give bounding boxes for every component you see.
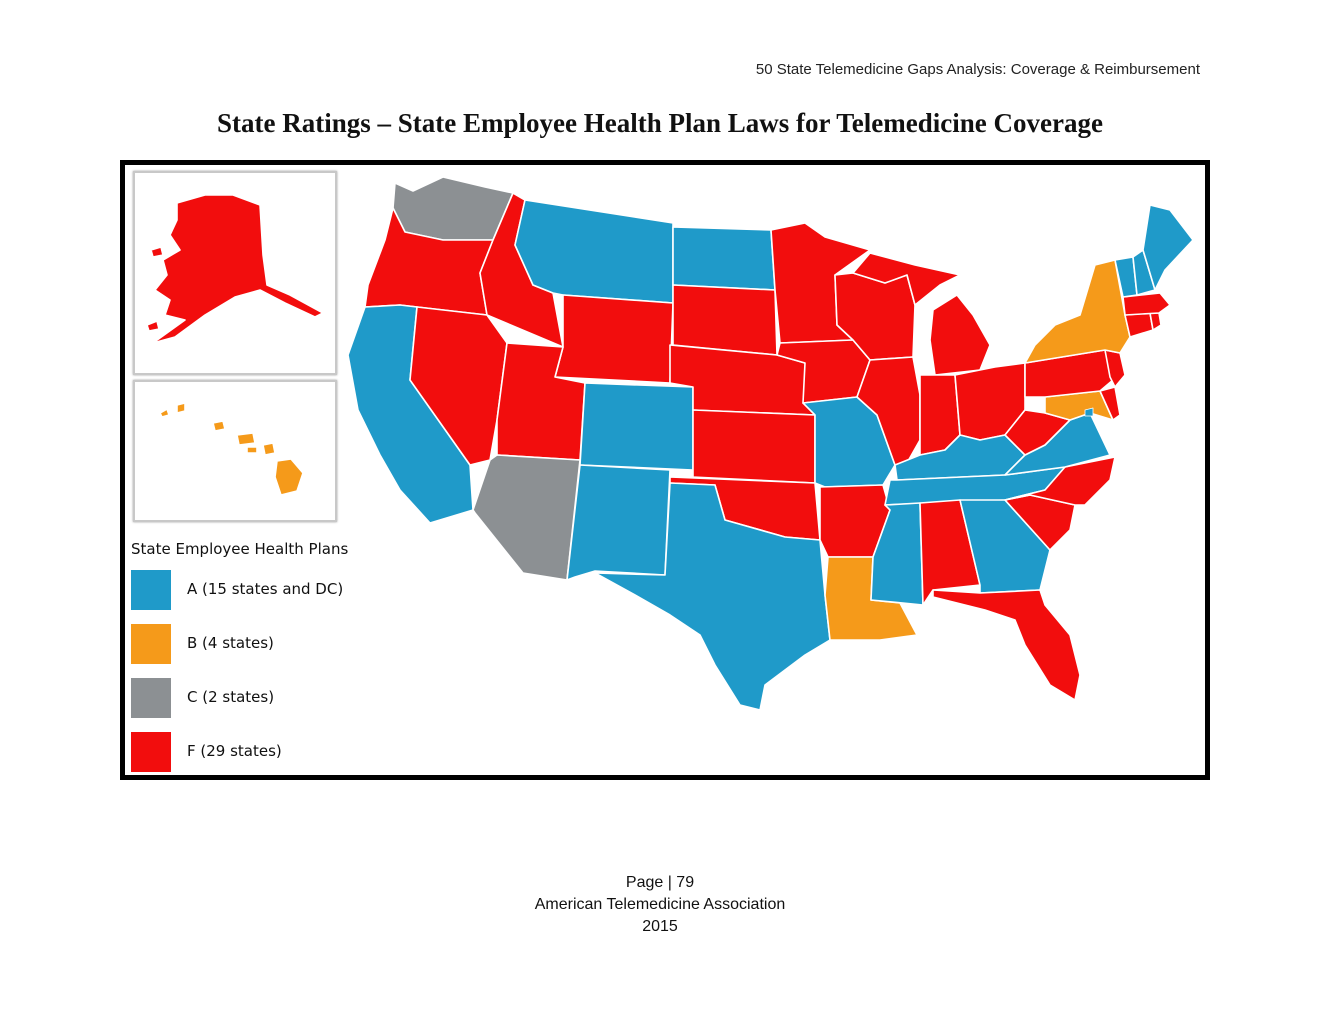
- state-michigan: [852, 252, 991, 376]
- footer-organization: American Telemedicine Association: [534, 896, 786, 913]
- state-alaska-islands: [146, 246, 164, 332]
- state-texas: [594, 482, 831, 711]
- state-new-york: [1024, 259, 1131, 364]
- legend-label-c: C (2 states): [187, 688, 275, 706]
- state-connecticut: [1124, 312, 1154, 338]
- state-south-dakota: [672, 284, 778, 356]
- legend-item-b: B (4 states): [131, 624, 391, 678]
- legend-label-a: A (15 states and DC): [187, 580, 344, 598]
- state-north-dakota: [672, 226, 776, 291]
- state-florida: [932, 589, 1081, 701]
- state-hawaii: [159, 402, 304, 496]
- us-map: [146, 176, 1194, 711]
- state-north-carolina: [1004, 456, 1116, 506]
- state-delaware: [1099, 386, 1121, 421]
- legend-item-c: C (2 states): [131, 678, 391, 732]
- state-montana: [514, 199, 674, 304]
- hawaii-inset: [133, 380, 337, 522]
- state-district-of-columbia: [1084, 407, 1094, 417]
- state-nevada: [409, 306, 508, 466]
- state-alabama: [919, 499, 981, 606]
- state-wyoming: [554, 294, 674, 384]
- state-maine: [1142, 204, 1194, 291]
- legend-swatch-f: [131, 732, 171, 772]
- state-kansas: [692, 409, 816, 484]
- state-washington: [392, 176, 514, 241]
- state-massachusetts: [1122, 292, 1171, 316]
- legend-item-a: A (15 states and DC): [131, 570, 391, 624]
- state-california: [347, 304, 474, 524]
- state-alaska: [152, 194, 324, 344]
- state-new-mexico: [566, 464, 671, 581]
- state-colorado: [579, 382, 694, 471]
- state-arizona: [472, 454, 581, 581]
- legend-swatch-b: [131, 624, 171, 664]
- page-title: State Ratings – State Employee Health Pl…: [217, 108, 1103, 138]
- running-header: 50 State Telemedicine Gaps Analysis: Cov…: [755, 61, 1200, 78]
- page-number: Page | 79: [625, 874, 695, 891]
- legend-label-b: B (4 states): [187, 634, 274, 652]
- footer-year: 2015: [642, 918, 678, 935]
- map-frame: State Employee Health Plans A (15 states…: [120, 160, 1210, 780]
- legend-item-f: F (29 states): [131, 732, 391, 786]
- page-footer: Page | 79 American Telemedicine Associat…: [0, 872, 1320, 938]
- legend-title: State Employee Health Plans: [131, 540, 349, 558]
- legend: State Employee Health Plans A (15 states…: [131, 540, 391, 786]
- legend-swatch-c: [131, 678, 171, 718]
- legend-swatch-a: [131, 570, 171, 610]
- legend-label-f: F (29 states): [187, 742, 282, 760]
